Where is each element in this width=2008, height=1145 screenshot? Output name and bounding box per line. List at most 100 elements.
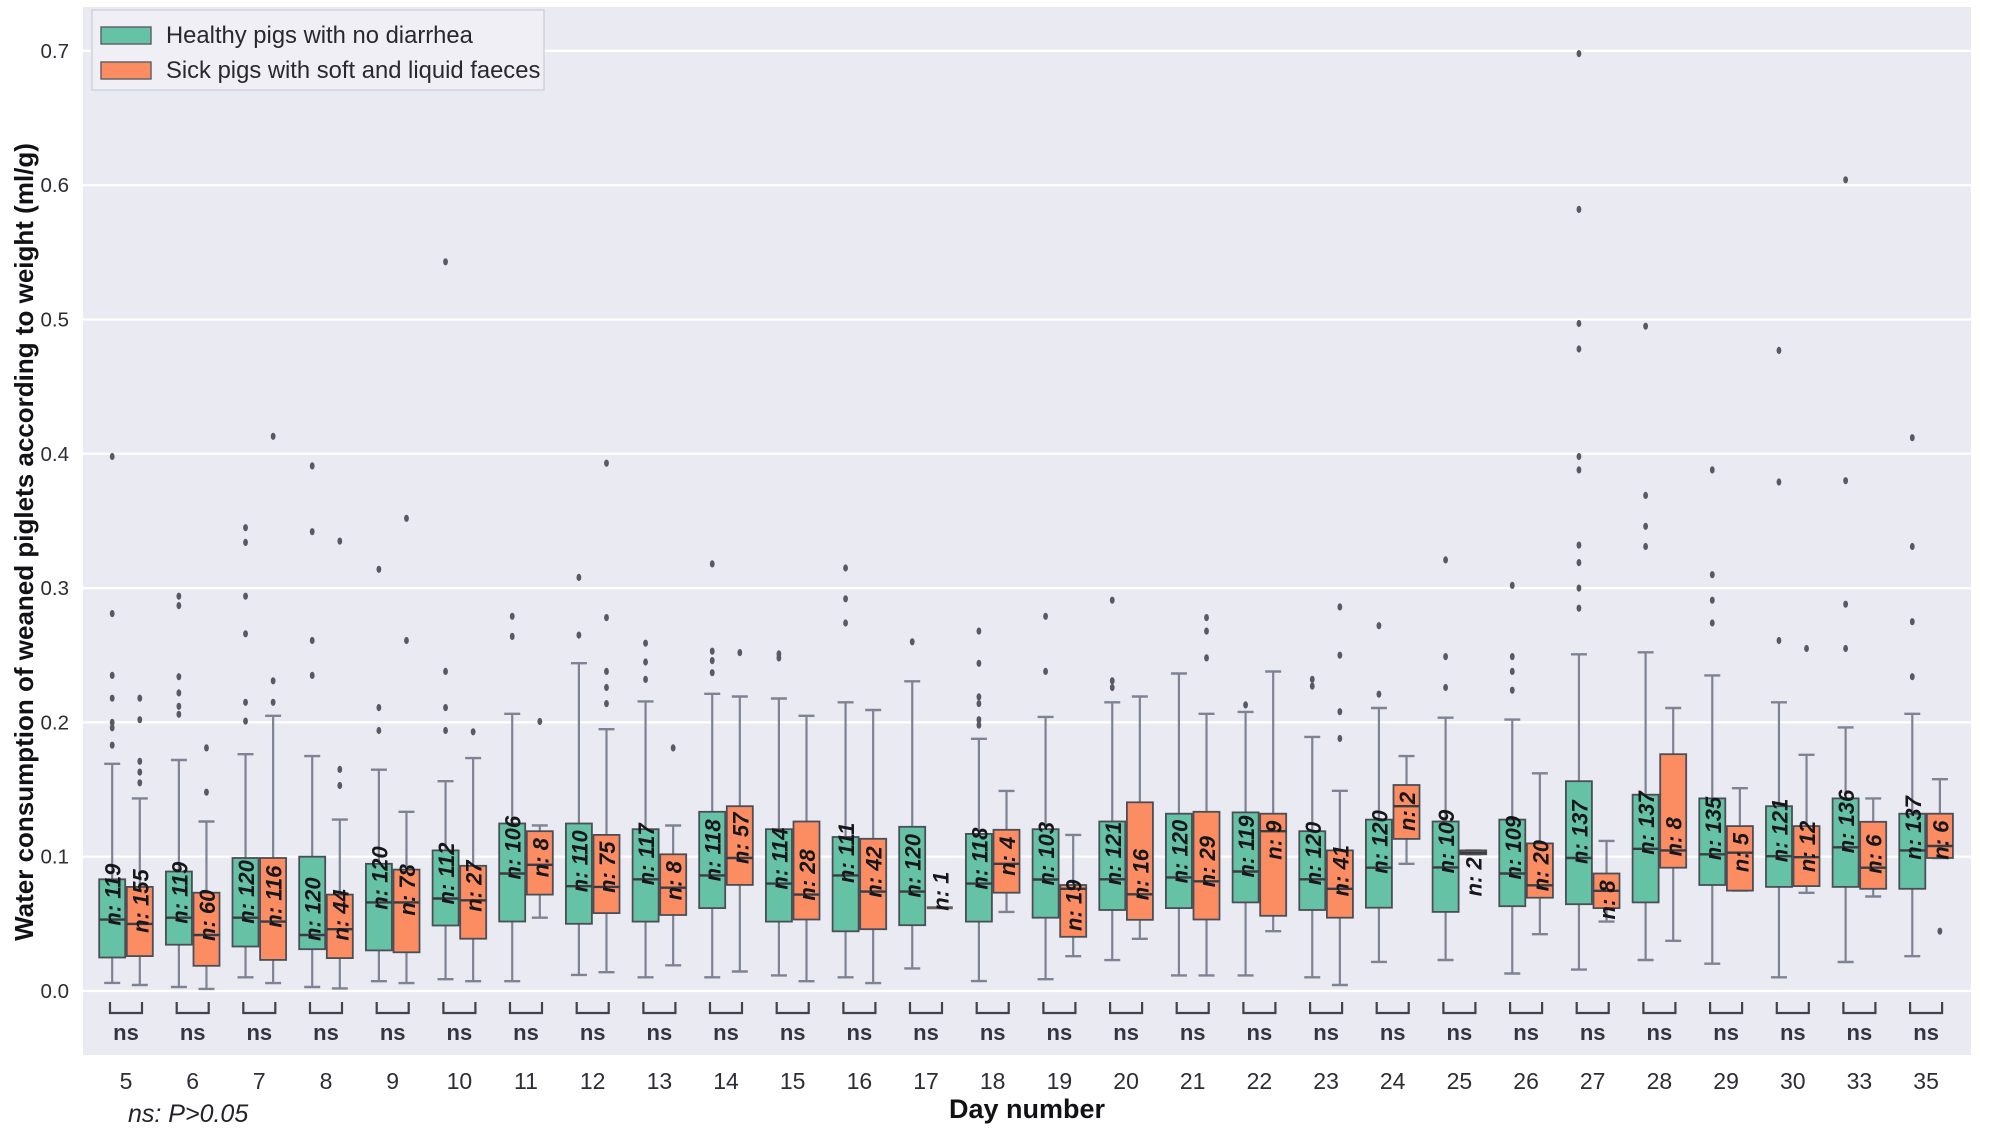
svg-text:13: 13: [647, 1068, 673, 1094]
svg-text:n: 117: n: 117: [634, 822, 659, 886]
svg-text:28: 28: [1647, 1068, 1673, 1094]
svg-text:n: 44: n: 44: [328, 889, 353, 940]
svg-text:n: 112: n: 112: [434, 842, 459, 905]
svg-text:ns: ns: [1780, 1020, 1806, 1045]
svg-text:33: 33: [1847, 1068, 1873, 1094]
svg-text:n: 119: n: 119: [1234, 815, 1259, 878]
svg-text:0.3: 0.3: [41, 577, 70, 600]
svg-text:0.7: 0.7: [41, 40, 70, 63]
svg-text:ns: ns: [1180, 1020, 1206, 1045]
svg-text:25: 25: [1447, 1068, 1473, 1094]
svg-text:n: 8: n: 8: [1595, 880, 1620, 920]
svg-text:n: 120: n: 120: [367, 845, 392, 909]
svg-text:ns: ns: [246, 1020, 272, 1045]
svg-text:ns: ns: [1113, 1020, 1139, 1045]
svg-text:5: 5: [120, 1068, 133, 1094]
svg-text:11: 11: [514, 1068, 538, 1094]
svg-text:ns: P>0.05: ns: P>0.05: [128, 1100, 248, 1128]
svg-text:ns: ns: [313, 1020, 339, 1045]
svg-text:n: 6: n: 6: [1928, 820, 1953, 860]
svg-text:Water consumption of weaned pi: Water consumption of weaned piglets acco…: [9, 143, 39, 941]
svg-text:n: 110: n: 110: [567, 829, 592, 892]
svg-text:n: 120: n: 120: [234, 859, 259, 923]
svg-text:0.4: 0.4: [41, 443, 70, 466]
svg-text:30: 30: [1780, 1068, 1806, 1094]
svg-text:n: 29: n: 29: [1195, 835, 1220, 887]
svg-text:19: 19: [1047, 1068, 1073, 1094]
svg-text:ns: ns: [1447, 1020, 1473, 1045]
svg-text:n: 118: n: 118: [967, 827, 992, 890]
svg-text:n: 120: n: 120: [1301, 821, 1326, 885]
svg-text:Sick pigs with soft and liquid: Sick pigs with soft and liquid faeces: [166, 57, 540, 84]
svg-text:n: 8: n: 8: [1662, 817, 1687, 857]
svg-text:23: 23: [1313, 1068, 1339, 1094]
svg-text:n: 4: n: 4: [995, 837, 1020, 876]
svg-text:ns: ns: [1247, 1020, 1273, 1045]
svg-text:n: 136: n: 136: [1834, 789, 1859, 853]
svg-text:n: 57: n: 57: [728, 811, 753, 864]
svg-text:n: 28: n: 28: [795, 848, 820, 900]
svg-text:0.0: 0.0: [41, 980, 70, 1003]
svg-text:n: 121: n: 121: [1768, 799, 1793, 863]
svg-text:ns: ns: [1847, 1020, 1873, 1045]
svg-text:ns: ns: [1713, 1020, 1739, 1045]
svg-text:n: 5: n: 5: [1728, 832, 1753, 872]
svg-text:ns: ns: [1580, 1020, 1606, 1045]
svg-text:17: 17: [913, 1068, 939, 1094]
svg-text:n: 60: n: 60: [195, 889, 220, 941]
svg-text:n: 78: n: 78: [395, 863, 420, 915]
svg-text:9: 9: [386, 1068, 399, 1094]
svg-text:n: 41: n: 41: [1328, 845, 1353, 896]
svg-text:n: 114: n: 114: [767, 828, 792, 890]
svg-text:n: 103: n: 103: [1034, 822, 1059, 886]
svg-text:n: 20: n: 20: [1528, 839, 1553, 891]
svg-text:n: 8: n: 8: [662, 860, 687, 900]
svg-text:21: 21: [1180, 1068, 1206, 1094]
svg-text:n: 118: n: 118: [701, 819, 726, 882]
svg-text:ns: ns: [713, 1020, 739, 1045]
svg-text:n: 111: n: 111: [834, 823, 859, 883]
svg-text:n: 8: n: 8: [528, 837, 553, 877]
svg-text:n: 155: n: 155: [128, 869, 153, 933]
svg-text:16: 16: [847, 1068, 873, 1094]
svg-text:15: 15: [780, 1068, 806, 1094]
svg-text:29: 29: [1713, 1068, 1739, 1094]
svg-text:Day number: Day number: [949, 1094, 1106, 1124]
svg-text:14: 14: [713, 1068, 739, 1094]
svg-text:7: 7: [253, 1068, 266, 1094]
svg-text:n: 9: n: 9: [1262, 820, 1287, 860]
svg-text:6: 6: [186, 1068, 199, 1094]
svg-text:20: 20: [1113, 1068, 1139, 1094]
svg-text:10: 10: [447, 1068, 473, 1094]
svg-text:8: 8: [320, 1068, 333, 1094]
svg-text:ns: ns: [780, 1020, 806, 1045]
svg-text:n: 120: n: 120: [301, 877, 326, 941]
svg-text:n: 120: n: 120: [1167, 819, 1192, 883]
svg-text:12: 12: [580, 1068, 606, 1094]
svg-text:n: 135: n: 135: [1701, 796, 1726, 860]
svg-text:n: 109: n: 109: [1434, 809, 1459, 873]
svg-text:n: 119: n: 119: [167, 861, 192, 924]
svg-text:ns: ns: [447, 1020, 473, 1045]
svg-text:ns: ns: [913, 1020, 939, 1045]
svg-text:n: 120: n: 120: [901, 833, 926, 897]
svg-text:ns: ns: [380, 1020, 406, 1045]
svg-text:n: 109: n: 109: [1501, 815, 1526, 879]
svg-text:n: 120: n: 120: [1367, 809, 1392, 873]
svg-text:0.1: 0.1: [41, 846, 70, 869]
svg-text:18: 18: [980, 1068, 1006, 1094]
svg-text:n: 2: n: 2: [1395, 791, 1420, 831]
svg-text:ns: ns: [1913, 1020, 1939, 1045]
svg-text:ns: ns: [1047, 1020, 1073, 1045]
svg-text:ns: ns: [980, 1020, 1006, 1045]
svg-text:24: 24: [1380, 1068, 1406, 1094]
svg-text:n: 137: n: 137: [1634, 789, 1659, 854]
svg-text:n: 1: n: 1: [928, 872, 953, 911]
svg-text:0.5: 0.5: [41, 309, 70, 332]
svg-text:n: 2: n: 2: [1462, 857, 1487, 897]
svg-text:ns: ns: [647, 1020, 673, 1045]
svg-text:Healthy pigs with no diarrhea: Healthy pigs with no diarrhea: [166, 22, 474, 49]
svg-text:ns: ns: [113, 1020, 139, 1045]
svg-text:ns: ns: [1313, 1020, 1339, 1045]
svg-text:n: 42: n: 42: [862, 845, 887, 897]
